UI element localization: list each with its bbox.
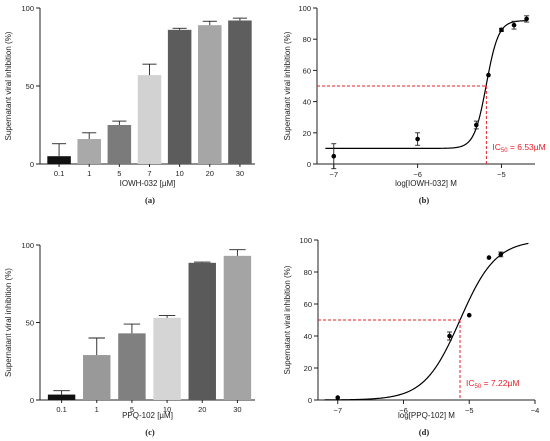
y-tick-label: 20 [304,364,312,373]
y-tick-label: 100 [21,4,34,13]
x-tick-label: −6 [399,406,408,415]
x-tick-label: −4 [531,406,540,415]
x-tick-label: 5 [117,169,121,178]
x-tick-label: 7 [147,169,151,178]
x-axis-label: log[PPQ-102] M [398,411,455,420]
ic50-prefix: IC [466,378,475,388]
y-tick-label: 100 [21,241,34,250]
ic50-value: = 6.53µM [508,142,546,152]
y-tick-label: 20 [303,129,311,138]
panel-a: Supernatant viral inhibition (%) 0 50 100 0.… [4,4,255,205]
x-tick-label: 1 [95,405,99,414]
x-tick-label: 30 [233,405,241,414]
y-tick-label: 80 [304,268,312,277]
panel-label: (d) [419,427,430,437]
y-tick-label: 100 [299,236,312,245]
y-tick-label: 80 [303,35,311,44]
bar-10 [167,29,192,165]
bar-30 [228,20,252,165]
y-axis-label: Supernatant viral inhibition (%) [283,31,292,140]
x-tick-label: 1 [87,169,91,178]
ic50-annotation: IC50 = 6.53µM [492,142,545,154]
panel-label: (b) [419,195,430,205]
ic50-value: = 7.22µM [481,378,519,388]
y-tick-label: 50 [26,82,34,91]
panel-c: Supernatant viral inhibition (%) 0 50 100 0.… [4,241,255,437]
x-tick-label: −5 [497,170,506,179]
bar-20 [198,25,222,164]
x-tick-label: 10 [175,169,183,178]
fit-curve [325,20,527,149]
y-tick-label: 40 [304,332,312,341]
bar-20 [188,262,216,400]
x-tick-label: 20 [206,169,214,178]
x-tick-label: 20 [198,405,206,414]
x-tick-label: 10 [163,405,171,414]
y-tick-label: 0 [30,160,34,169]
x-axis-label: PPQ-102 [µM] [122,411,173,420]
panel-b: Supernatant viral inhibition (%) 0 20 40 60 8… [283,4,546,205]
bar-1 [77,139,101,164]
data-point [486,255,492,260]
bar-1 [83,355,111,400]
panel-label: (a) [145,195,155,205]
bar-7 [137,75,162,164]
panel-label: (c) [145,427,155,437]
y-tick-label: 50 [26,319,34,328]
ic50-subscript: 50 [501,148,508,154]
data-point [335,395,341,400]
bar-0.1 [47,156,71,164]
data-point [499,27,504,33]
x-tick-label: 5 [130,405,134,414]
bar-30 [223,255,252,400]
y-tick-label: 0 [308,396,312,405]
data-point [524,16,529,22]
x-axis-label: IOWH-032 [µM] [120,179,176,188]
data-point [511,22,517,28]
y-axis-label: Supernatant viral inhibition (%) [4,31,13,140]
data-point [415,136,420,142]
y-tick-label: 0 [307,160,311,169]
data-point [466,312,472,318]
x-tick-label: −7 [333,406,342,415]
y-axis-label: Supernatant viral inhibition (%) [283,265,292,374]
x-tick-label: −6 [413,170,422,179]
y-axis-label: Supernatant viral inhibition (%) [4,268,13,377]
ic50-annotation: IC50 = 7.22µM [466,378,519,390]
x-tick-label: 0.1 [54,169,64,178]
fit-curve [324,242,529,401]
ic50-subscript: 50 [475,384,482,390]
y-tick-label: 60 [303,66,311,75]
x-tick-label: 0.1 [56,405,66,414]
y-tick-label: 60 [304,300,312,309]
y-tick-label: 0 [30,396,34,405]
x-axis-label: log[IOWH-032] M [395,179,457,188]
data-point [447,333,452,339]
data-point [498,252,504,257]
x-tick-label: 30 [236,169,244,178]
data-point [474,122,479,128]
data-point [331,153,337,159]
y-tick-label: 100 [298,4,311,13]
bar-5 [118,333,146,400]
y-tick-label: 40 [303,98,311,107]
data-point [486,72,491,78]
panel-d: Supernatant viral inhibition (%) 0 20 40 60 8… [283,236,539,437]
ic50-prefix: IC [492,142,501,152]
x-tick-label: −7 [329,170,338,179]
bar-0.1 [47,394,76,400]
bar-10 [153,317,181,400]
x-tick-label: −5 [465,406,474,415]
bar-5 [107,125,132,164]
